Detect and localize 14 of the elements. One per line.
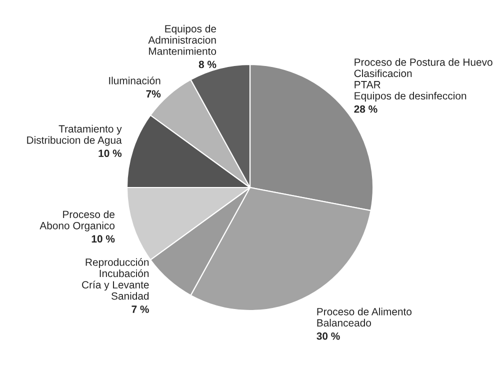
slice-label: Iluminación [109,76,160,84]
slice-label: Tratamiento y Distribucion de Agua [27,124,122,146]
data-label: 8 % [198,60,216,68]
data-label: 7 % [132,306,149,313]
slice-label: Proceso de Postura de Huevo Clasificacion PTAR Equipos de desinfeccion [354,58,492,102]
data-label: 7% [146,90,161,98]
data-label: 28 % [354,105,378,113]
data-label: 30 % [316,332,340,340]
slice-label: Proceso de Alimento Balanceado [317,308,412,327]
slice-label: Reproducción Incubación Cría y Levante Sanidad [82,258,149,300]
slice-label: Equipos de Administracion Mantenimiento [148,24,216,55]
data-label: 10 % [92,235,115,243]
data-label: 10 % [98,150,122,158]
slice-label: Proceso de Abono Organico [40,210,115,232]
